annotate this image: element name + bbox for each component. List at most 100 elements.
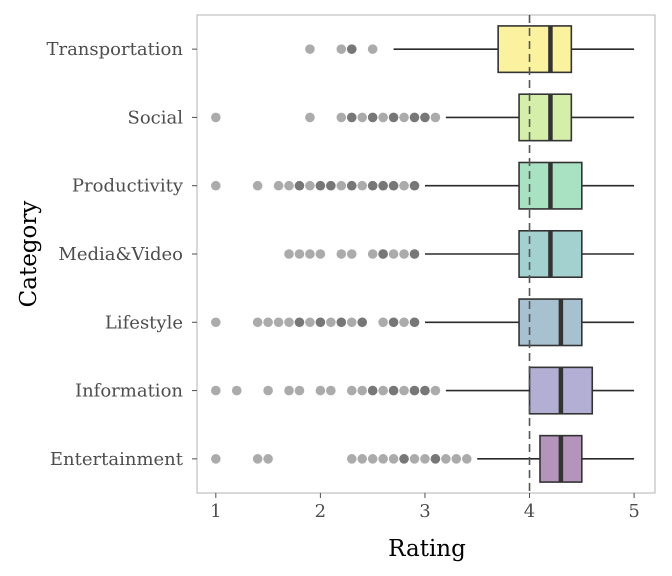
outlier-point (409, 454, 420, 464)
box-group-transportation (305, 25, 635, 74)
outlier-point (305, 180, 315, 191)
outlier-point (409, 385, 420, 396)
outlier-point (399, 454, 409, 464)
outlier-point (409, 249, 420, 259)
outlier-point (305, 44, 315, 54)
y-tick-label: Lifestyle (105, 312, 183, 333)
outlier-point (367, 44, 378, 54)
outlier-point (399, 317, 409, 328)
outlier-point (378, 317, 388, 328)
outlier-point (357, 454, 368, 464)
outlier-point (346, 112, 357, 123)
outlier-point (409, 180, 420, 191)
outlier-point (273, 180, 284, 191)
outlier-point (367, 385, 378, 396)
y-tick-label: Transportation (46, 39, 183, 60)
outlier-point (430, 385, 441, 396)
box-iqr (518, 93, 573, 142)
outlier-point (399, 249, 409, 259)
outlier-point (367, 385, 378, 396)
outlier-point (305, 112, 315, 123)
outlier-point (294, 249, 305, 259)
outlier-point (294, 385, 305, 396)
outlier-point (252, 454, 263, 464)
outlier-point (409, 249, 420, 259)
outlier-point (315, 249, 326, 259)
outlier-point (252, 317, 263, 328)
outlier-point (346, 317, 357, 328)
outlier-point (252, 180, 263, 191)
outlier-point (367, 249, 378, 259)
x-axis-title: Rating (388, 536, 466, 562)
outlier-point (336, 249, 347, 259)
outlier-point (388, 317, 399, 328)
x-tick-label: 5 (628, 501, 639, 522)
outlier-point (263, 317, 273, 328)
outlier-point (315, 180, 326, 191)
outlier-point (420, 112, 430, 123)
outlier-point (409, 317, 420, 328)
outlier-point (388, 454, 399, 464)
outlier-point (346, 180, 357, 191)
outlier-point (211, 385, 221, 396)
outlier-point (357, 317, 368, 328)
outlier-point (430, 454, 441, 464)
y-tick-label: Productivity (72, 176, 184, 197)
outlier-point (367, 112, 378, 123)
outlier-point (294, 180, 305, 191)
outlier-point (346, 112, 357, 123)
outlier-point (284, 385, 294, 396)
y-tick-label: Entertainment (50, 449, 184, 470)
outlier-point (420, 112, 430, 123)
outlier-point (420, 385, 430, 396)
outlier-point (378, 249, 388, 259)
outlier-point (336, 44, 347, 54)
outlier-point (294, 317, 305, 328)
y-tick-label: Information (75, 381, 183, 402)
outlier-point (399, 385, 409, 396)
outlier-point (399, 180, 409, 191)
box-group-information (211, 366, 635, 415)
x-tick-label: 4 (524, 501, 535, 522)
outlier-point (336, 112, 347, 123)
x-axis: 1 2 3 4 5 (210, 493, 640, 522)
boxes-layer (211, 15, 635, 493)
outlier-point (399, 112, 409, 123)
outlier-point (378, 180, 388, 191)
outlier-point (294, 317, 305, 328)
x-tick-label: 2 (315, 501, 326, 522)
box-group-social (211, 93, 635, 142)
y-tick-label: Media&Video (58, 244, 183, 265)
outlier-point (273, 317, 284, 328)
outlier-point (378, 249, 388, 259)
y-axis-title: Category (16, 201, 42, 308)
outlier-point (430, 454, 441, 464)
outlier-point (367, 112, 378, 123)
outlier-point (336, 180, 347, 191)
outlier-point (284, 180, 294, 191)
outlier-point (441, 454, 451, 464)
box-group-lifestyle (211, 298, 635, 347)
outlier-point (326, 180, 336, 191)
outlier-point (346, 180, 357, 191)
outlier-point (378, 112, 388, 123)
outlier-point (315, 180, 326, 191)
outlier-point (388, 385, 399, 396)
outlier-point (388, 112, 399, 123)
outlier-point (378, 180, 388, 191)
outlier-point (367, 180, 378, 191)
outlier-point (420, 385, 430, 396)
outlier-point (388, 112, 399, 123)
outlier-point (305, 317, 315, 328)
outlier-point (388, 180, 399, 191)
y-tick-label: Social (128, 107, 184, 128)
y-axis: Transportation Social Productivity Media&Vi… (46, 39, 197, 470)
outlier-point (211, 112, 221, 123)
outlier-point (388, 180, 399, 191)
outlier-point (305, 249, 315, 259)
outlier-point (367, 454, 378, 464)
outlier-point (409, 180, 420, 191)
outlier-point (336, 317, 347, 328)
outlier-point (346, 454, 357, 464)
